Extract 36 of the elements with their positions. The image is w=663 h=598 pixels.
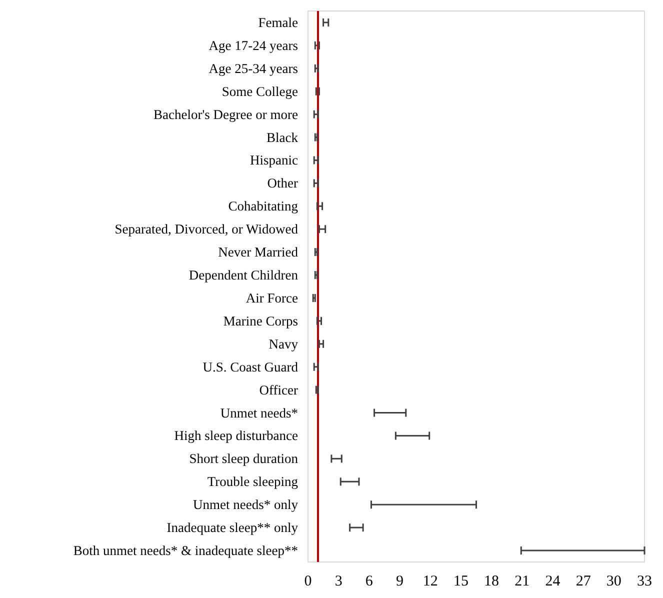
y-tick-label: Never Married [218,244,298,260]
y-tick-label: Some College [222,84,298,99]
y-tick-label: Female [258,14,298,30]
y-tick-label: Hispanic [250,152,298,168]
y-tick-label: Separated, Divorced, or Widowed [114,222,298,237]
x-tick-label: 27 [576,574,592,590]
x-tick-label: 0 [304,574,312,590]
y-tick-label: Dependent Children [188,268,298,283]
x-tick-label: 21 [514,574,530,590]
y-tick-label: Officer [259,382,298,398]
x-tick-label: 33 [637,574,652,590]
y-tick-label: Marine Corps [223,313,298,328]
x-tick-label: 18 [484,574,500,590]
x-tick-label: 6 [365,574,374,590]
y-tick-label: U.S. Coast Guard [202,359,298,374]
y-tick-label: High sleep disturbance [174,428,298,444]
y-tick-label: Age 17-24 years [208,38,298,53]
y-tick-label: Both unmet needs* & inadequate sleep** [73,543,298,558]
y-tick-label: Bachelor's Degree or more [154,106,298,122]
y-tick-label: Trouble sleeping [207,474,298,490]
x-tick-label: 3 [334,574,342,590]
y-tick-label: Age 25-34 years [208,60,298,76]
y-tick-label: Navy [268,336,298,352]
x-tick-label: 12 [422,574,438,590]
y-tick-label: Inadequate sleep** only [166,520,298,536]
y-tick-label: Short sleep duration [189,451,298,466]
x-tick-label: 15 [453,574,468,590]
y-tick-label: Black [266,130,298,145]
x-tick-label: 24 [545,574,561,590]
x-tick-label: 9 [396,574,404,590]
y-tick-label: Other [267,176,298,191]
x-tick-label: 30 [606,574,622,590]
y-tick-label: Unmet needs* [220,405,298,420]
y-tick-label: Cohabitating [228,198,298,214]
y-tick-label: Unmet needs* only [193,497,298,512]
y-tick-label: Air Force [246,290,298,306]
